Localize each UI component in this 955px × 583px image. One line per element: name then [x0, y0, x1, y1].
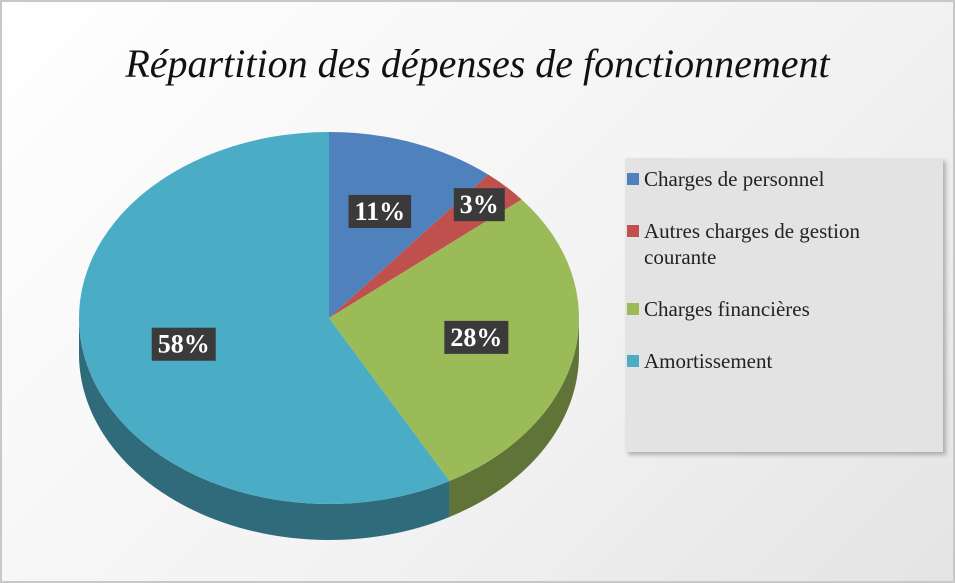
legend-swatch [627, 173, 639, 185]
chart-title: Répartition des dépenses de fonctionneme… [125, 41, 830, 86]
legend-swatch [627, 355, 639, 367]
data-label-box [453, 188, 505, 222]
pie-slice [78, 132, 450, 504]
data-label-box [151, 327, 216, 361]
legend-item: Autres charges de gestion courante [627, 218, 935, 270]
data-label-text: 11% [355, 197, 406, 226]
pie-side [449, 318, 579, 517]
legend: Charges de personnel Autres charges de ge… [625, 158, 943, 452]
legend-swatch [627, 225, 639, 237]
legend-label: Autres charges de gestion courante [644, 219, 860, 269]
legend-item: Charges de personnel [627, 166, 935, 192]
data-label: 3% [453, 188, 505, 222]
data-label-text: 28% [450, 323, 502, 352]
legend-label: Charges de personnel [644, 167, 825, 191]
pie-side [79, 318, 450, 541]
data-label: 11% [348, 194, 412, 228]
legend-swatch [627, 303, 639, 315]
data-label-text: 3% [460, 190, 499, 219]
legend-item: Amortissement [627, 348, 935, 374]
legend-item: Charges financières [627, 296, 935, 322]
data-label-box [348, 194, 412, 228]
data-label-box [444, 320, 509, 354]
data-label: 58% [151, 327, 216, 361]
data-label: 28% [444, 320, 509, 354]
legend-label: Charges financières [644, 297, 810, 321]
data-label-text: 58% [158, 330, 210, 359]
legend-label: Amortissement [644, 349, 773, 373]
